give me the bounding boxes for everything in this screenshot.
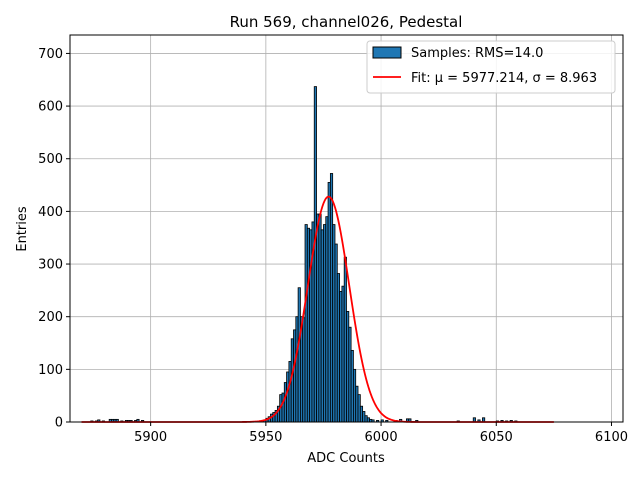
chart-title: Run 569, channel026, Pedestal — [230, 13, 463, 31]
y-axis-ticks: 0 100 200 300 400 500 600 700 — [38, 47, 70, 431]
legend-box — [366, 40, 616, 94]
y-tick-label: 200 — [38, 310, 63, 325]
y-tick-label: 400 — [38, 205, 63, 220]
legend-histogram-label: Samples: RMS=14.0 — [411, 46, 543, 61]
x-tick-label: 5950 — [249, 430, 282, 445]
legend-fit-label: Fit: μ = 5977.214, σ = 8.963 — [411, 71, 597, 86]
grid-layer — [70, 35, 623, 423]
x-tick-label: 6000 — [365, 430, 398, 445]
x-tick-label: 5900 — [134, 430, 167, 445]
y-tick-label: 300 — [38, 258, 63, 273]
y-tick-label: 700 — [38, 47, 63, 62]
y-tick-label: 0 — [55, 416, 63, 431]
x-axis-label: ADC Counts — [307, 451, 385, 466]
plot-frame — [69, 34, 624, 423]
x-tick-label: 6050 — [480, 430, 513, 445]
y-tick-label: 500 — [38, 152, 63, 167]
legend: Samples: RMS=14.0 Fit: μ = 5977.214, σ =… — [366, 40, 616, 94]
y-tick-label: 100 — [38, 363, 63, 378]
legend-histogram-swatch — [372, 46, 402, 59]
x-tick-label: 6100 — [595, 430, 628, 445]
y-tick-label: 600 — [38, 100, 63, 115]
x-axis-ticks: 5900 5950 6000 6050 6100 — [134, 422, 628, 445]
y-axis-label: Entries — [15, 206, 30, 252]
